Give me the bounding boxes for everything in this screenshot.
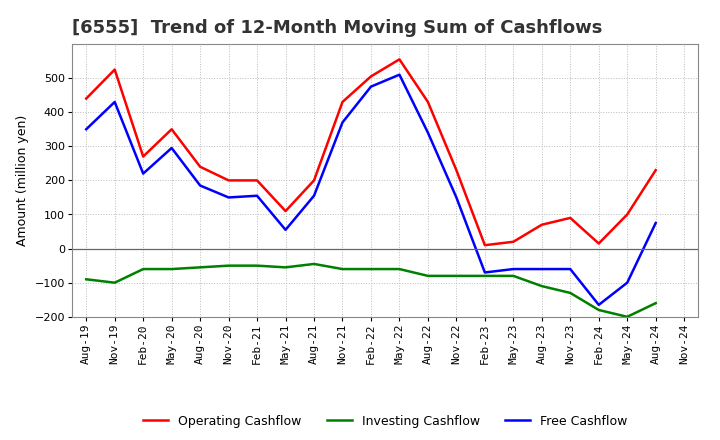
Investing Cashflow [338,266,347,271]
Operating Cashflow [452,168,461,173]
Investing Cashflow [652,301,660,306]
Investing Cashflow [366,266,375,271]
Free Cashflow [395,72,404,77]
Free Cashflow [480,270,489,275]
Investing Cashflow [395,266,404,271]
Operating Cashflow [225,178,233,183]
Operating Cashflow [167,127,176,132]
Free Cashflow [110,99,119,105]
Operating Cashflow [338,99,347,105]
Operating Cashflow [423,99,432,105]
Investing Cashflow [225,263,233,268]
Free Cashflow [225,195,233,200]
Free Cashflow [196,183,204,188]
Investing Cashflow [423,273,432,279]
Operating Cashflow [366,74,375,79]
Operating Cashflow [196,164,204,169]
Investing Cashflow [110,280,119,285]
Investing Cashflow [623,314,631,319]
Investing Cashflow [566,290,575,296]
Free Cashflow [537,266,546,271]
Legend: Operating Cashflow, Investing Cashflow, Free Cashflow: Operating Cashflow, Investing Cashflow, … [138,411,632,433]
Free Cashflow [509,266,518,271]
Investing Cashflow [82,277,91,282]
Investing Cashflow [167,266,176,271]
Free Cashflow [652,220,660,226]
Free Cashflow [623,280,631,285]
Operating Cashflow [566,215,575,220]
Operating Cashflow [595,241,603,246]
Operating Cashflow [395,57,404,62]
Free Cashflow [310,193,318,198]
Operating Cashflow [110,67,119,72]
Investing Cashflow [595,307,603,312]
Free Cashflow [167,145,176,150]
Operating Cashflow [509,239,518,244]
Free Cashflow [595,302,603,308]
Line: Free Cashflow: Free Cashflow [86,75,656,305]
Investing Cashflow [480,273,489,279]
Line: Investing Cashflow: Investing Cashflow [86,264,656,317]
Free Cashflow [366,84,375,89]
Text: [6555]  Trend of 12-Month Moving Sum of Cashflows: [6555] Trend of 12-Month Moving Sum of C… [72,19,603,37]
Investing Cashflow [452,273,461,279]
Investing Cashflow [310,261,318,267]
Free Cashflow [82,127,91,132]
Investing Cashflow [282,265,290,270]
Operating Cashflow [139,154,148,159]
Free Cashflow [566,266,575,271]
Operating Cashflow [253,178,261,183]
Operating Cashflow [652,168,660,173]
Free Cashflow [338,120,347,125]
Investing Cashflow [253,263,261,268]
Operating Cashflow [82,96,91,101]
Operating Cashflow [310,178,318,183]
Free Cashflow [282,227,290,232]
Operating Cashflow [537,222,546,227]
Free Cashflow [423,130,432,136]
Operating Cashflow [623,212,631,217]
Free Cashflow [139,171,148,176]
Free Cashflow [253,193,261,198]
Free Cashflow [452,195,461,200]
Operating Cashflow [480,242,489,248]
Y-axis label: Amount (million yen): Amount (million yen) [16,115,29,246]
Investing Cashflow [139,266,148,271]
Line: Operating Cashflow: Operating Cashflow [86,59,656,245]
Investing Cashflow [537,283,546,289]
Investing Cashflow [509,273,518,279]
Operating Cashflow [282,209,290,214]
Investing Cashflow [196,265,204,270]
